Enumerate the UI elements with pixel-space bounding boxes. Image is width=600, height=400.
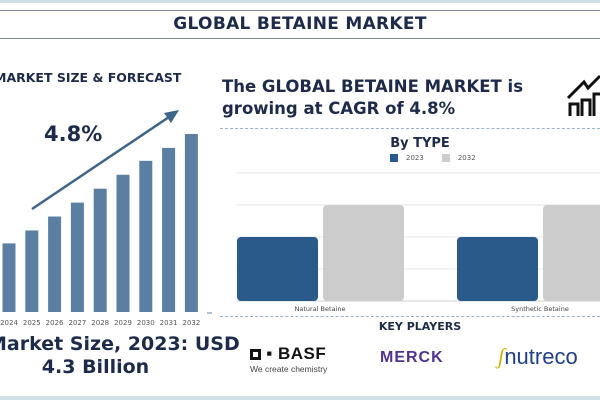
- year-label: 2028: [91, 319, 109, 327]
- basf-tagline: We create chemistry: [250, 364, 328, 374]
- bar-2027: [70, 202, 84, 312]
- bar-2025: [25, 230, 39, 312]
- by-type-chart: Natural Betaine Synthetic Betaine: [236, 172, 600, 313]
- bar-natural-betaine-2032: [323, 205, 404, 301]
- legend: 2023 2032: [390, 154, 476, 162]
- trend-arrow-line: [31, 113, 173, 211]
- nutreco-logo: ʃnutreco: [498, 344, 578, 369]
- top-border: [0, 0, 600, 3]
- bar-2026: [48, 216, 62, 312]
- bar-2024: [2, 243, 16, 312]
- cagr-heading: The GLOBAL BETAINE MARKET is growing at …: [222, 77, 524, 118]
- bar-natural-betaine-2023: [237, 237, 318, 301]
- growth-chart-icon: [566, 74, 600, 116]
- trend-arrow-head: [164, 110, 179, 123]
- year-label: 2031: [160, 319, 178, 327]
- legend-label: 2032: [457, 154, 476, 162]
- market-size-value: 4.3 Billion: [41, 356, 150, 378]
- bar-2029: [116, 174, 130, 312]
- key-players-heading: KEY PLAYERS: [378, 320, 462, 333]
- market-forecast-chart: 2024 2025 2026 2027 2028 2029 2030 2031 2032: [0, 110, 212, 327]
- year-label: 2024: [0, 319, 18, 327]
- bottom-border: [0, 396, 600, 400]
- divider: [220, 128, 600, 129]
- market-size-heading: MARKET SIZE & FORECAST: [0, 70, 182, 85]
- bar-2028: [93, 188, 107, 312]
- cagr-label: 4.8%: [44, 122, 103, 146]
- bar-2030: [139, 160, 153, 312]
- year-label: 2027: [68, 319, 86, 327]
- page-title: GLOBAL BETAINE MARKET: [0, 10, 600, 39]
- divider: [220, 316, 600, 317]
- year-label: 2029: [114, 319, 132, 327]
- category-label: Natural Betaine: [295, 305, 346, 313]
- bar-2032: [184, 133, 198, 312]
- bar-2031: [162, 147, 176, 312]
- by-type-title: By TYPE: [390, 136, 450, 151]
- category-label: Synthetic Betaine: [511, 305, 569, 313]
- nutreco-name: nutreco: [504, 344, 578, 369]
- legend-label: 2023: [406, 154, 424, 162]
- merck-logo: MERCK: [380, 349, 444, 366]
- market-size-text: Market Size, 2023: USD: [0, 333, 240, 355]
- bar-synthetic-betaine-2032: [543, 205, 600, 301]
- year-label: 2032: [182, 319, 200, 327]
- year-label: 2025: [23, 319, 41, 327]
- year-label: 2026: [46, 319, 64, 327]
- basf-name: BASF: [277, 344, 327, 363]
- year-label: 2030: [137, 319, 155, 327]
- bar-synthetic-betaine-2023: [457, 237, 538, 301]
- legend-item-2032: 2032: [441, 154, 476, 162]
- basf-logo: ▪ BASF We create chemistry: [250, 344, 328, 374]
- legend-item-2023: 2023: [390, 154, 424, 162]
